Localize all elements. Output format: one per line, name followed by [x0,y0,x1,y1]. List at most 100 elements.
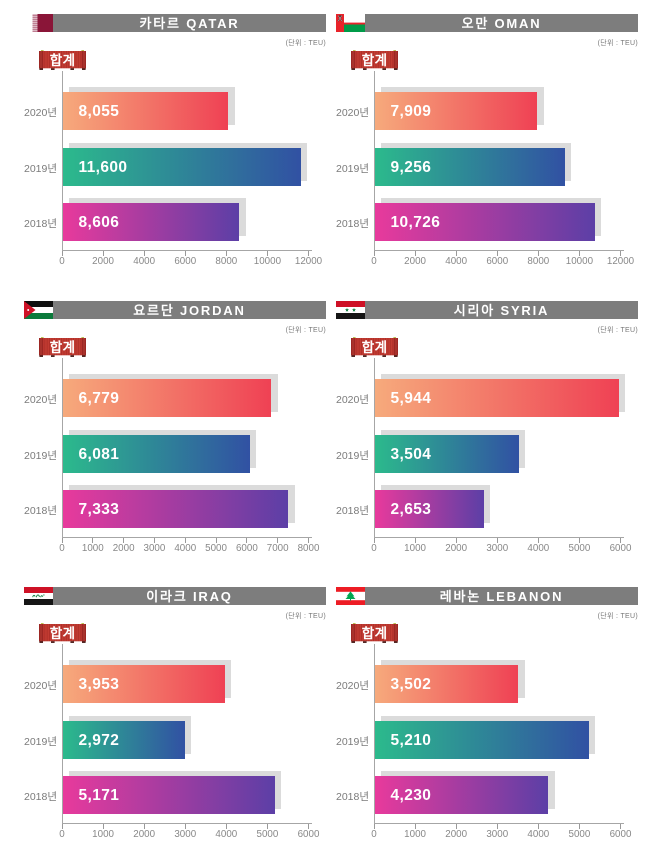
iraq-flag-icon [24,587,53,605]
x-axis-tick-label: 6000 [486,256,509,267]
x-axis-tick [373,538,375,543]
unit-note: (단위 : TEU) [597,613,638,620]
y-axis-line [373,358,375,538]
total-badge-label: 합계 [49,339,75,355]
y-axis-line [61,358,63,538]
x-axis-tick [496,251,498,256]
panel-title: 시리아 SYRIA [453,303,550,318]
x-axis-tick [225,824,227,829]
panel-header-bar: 레바논 LEBANON [365,587,638,605]
bar-2018: 4,230 [374,775,549,814]
y-axis-line [373,644,375,824]
x-axis-tick-label: 0 [59,829,65,840]
x-axis-tick-label: 6000 [235,543,258,554]
x-axis-line [373,250,624,251]
bar-2018: 10,726 [374,202,595,241]
unit-note: (단위 : TEU) [285,613,326,620]
x-axis-tick-label: 0 [371,256,377,267]
x-axis-tick-label: 0 [371,543,377,554]
x-axis-tick [266,251,268,256]
panel-title: 카타르 QATAR [139,16,240,31]
x-axis-tick-label: 1000 [404,829,426,840]
bar-2019: 5,210 [374,720,589,759]
unit-note: (단위 : TEU) [597,40,638,47]
bar-2020: 3,953 [62,664,225,703]
bar-2019: 9,256 [374,147,565,186]
x-axis-tick-label: 10000 [565,256,594,267]
x-axis-tick-label: 0 [59,256,65,267]
x-axis-tick [61,538,63,543]
x-axis-tick-label: 3000 [174,829,197,840]
x-axis-tick-label: 1000 [92,829,114,840]
x-axis-tick [620,251,621,256]
category-label: 2020년 [336,106,370,119]
bar-value-label: 3,953 [78,675,120,693]
unit-note: (단위 : TEU) [285,327,326,334]
x-axis-tick [266,824,268,829]
x-axis-tick-label: 5000 [256,829,279,840]
x-axis-tick [102,251,104,256]
x-axis-tick [102,824,104,829]
category-label: 2018년 [24,504,58,517]
x-axis-tick [184,824,186,829]
total-badge: 합계 [38,49,87,70]
bar-value-label: 2,653 [390,500,432,518]
container-badge-graphic: 합계 [350,49,398,70]
x-axis-tick-label: 5000 [568,543,591,554]
x-axis-line [61,537,312,538]
panel-title: 요르단 JORDAN [133,303,246,318]
x-axis-tick [578,251,580,256]
total-badge: 합계 [38,622,87,643]
bar-2019: 2,972 [62,720,185,759]
x-axis-tick-label: 2000 [92,256,114,267]
category-label: 2020년 [336,393,370,406]
x-axis-tick-label: 12000 [606,256,635,267]
category-label: 2019년 [336,162,370,175]
x-axis-tick [277,538,279,543]
bar-value-label: 5,171 [78,786,120,804]
bar-value-label: 9,256 [390,158,432,176]
x-axis-tick [620,824,621,829]
y-axis-line [61,71,63,251]
x-axis-tick-label: 0 [371,829,377,840]
total-badge-label: 합계 [49,625,75,641]
x-axis-tick [414,538,416,543]
total-badge-label: 합계 [361,52,387,68]
total-badge: 합계 [38,336,87,357]
bar-2020: 6,779 [62,378,272,417]
bar-value-label: 5,210 [390,731,432,749]
bar-2019: 6,081 [62,434,250,473]
unit-note: (단위 : TEU) [597,327,638,334]
bar-value-label: 8,055 [78,102,120,120]
bar-2020: 7,909 [374,91,537,130]
bar-2020: 8,055 [62,91,228,130]
x-axis-tick [61,251,63,256]
panel-header-bar: 이라크 IRAQ [53,587,326,605]
bar-2020: 5,944 [374,378,619,417]
x-axis-tick [153,538,155,543]
bar-2019: 3,504 [374,434,519,473]
x-axis-tick [578,538,580,543]
bar-value-label: 6,779 [78,389,120,407]
bar-value-label: 2,972 [78,731,120,749]
lebanon-flag-icon [336,587,365,605]
x-axis-tick-label: 6000 [297,829,320,840]
x-axis-tick [455,251,457,256]
x-axis-tick-label: 4000 [527,543,550,554]
x-axis-tick-label: 2000 [404,256,426,267]
x-axis-tick [373,251,375,256]
x-axis-tick [537,824,539,829]
bar-value-label: 11,600 [78,158,128,176]
category-label: 2019년 [24,735,58,748]
x-axis-tick-label: 0 [59,543,65,554]
x-axis-tick [373,824,375,829]
category-label: 2020년 [24,393,58,406]
unit-note: (단위 : TEU) [285,40,326,47]
bar-2018: 8,606 [62,202,240,241]
x-axis-tick-label: 3000 [486,543,509,554]
x-axis-tick [537,538,539,543]
x-axis-tick [184,538,186,543]
x-axis-tick [143,824,145,829]
category-label: 2018년 [336,790,370,803]
total-badge-label: 합계 [49,52,75,68]
